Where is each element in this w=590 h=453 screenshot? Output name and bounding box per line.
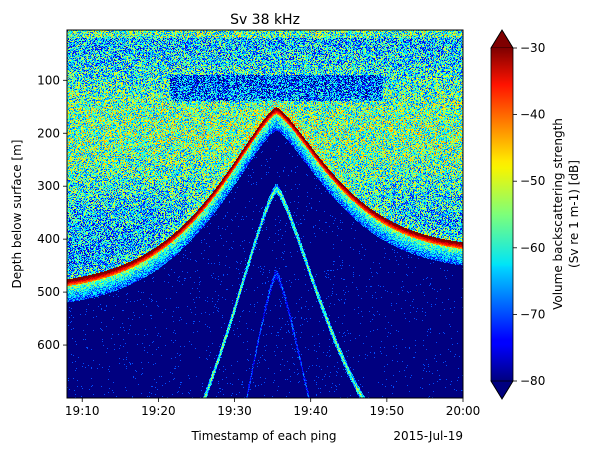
x-tick-label: 19:10	[65, 404, 100, 418]
colorbar-extend-min	[490, 380, 514, 400]
x-axis-label: Timestamp of each ping	[190, 429, 336, 443]
y-tick-label: 600	[37, 338, 60, 352]
echogram-heatmap	[67, 30, 463, 398]
y-tick-label: 200	[37, 126, 60, 140]
colorbar-gradient	[491, 48, 513, 381]
colorbar-label-line1: Volume backscattering strength	[551, 118, 565, 310]
colorbar: −30 −40 −50 −60 −70 −80 Volume backscattering…	[490, 29, 581, 400]
y-axis-label: Depth below surface [m]	[10, 140, 24, 289]
y-tick-label: 500	[37, 285, 60, 299]
colorbar-tick-label: −50	[520, 174, 545, 188]
colorbar-tick-label: −80	[520, 374, 545, 388]
y-tick-label: 100	[37, 73, 60, 87]
x-axis-offset-label: 2015-Jul-19	[393, 429, 463, 443]
y-tick-label: 400	[37, 232, 60, 246]
x-tick-label: 19:30	[217, 404, 252, 418]
colorbar-tick-label: −40	[520, 108, 545, 122]
colorbar-ticks: −30 −40 −50 −60 −70 −80	[513, 41, 545, 388]
y-tick-label: 300	[37, 179, 60, 193]
x-tick-label: 19:20	[141, 404, 176, 418]
x-tick-label: 20:00	[446, 404, 481, 418]
plot-frame	[66, 29, 464, 399]
x-tick-label: 19:40	[293, 404, 328, 418]
colorbar-tick-label: −30	[520, 41, 545, 55]
y-axis-ticks: 100 200 300 400 500 600	[37, 73, 67, 352]
x-axis-ticks: 19:10 19:20 19:30 19:40 19:50 20:00	[65, 398, 480, 418]
colorbar-tick-label: −70	[520, 307, 545, 321]
colorbar-extend-max	[490, 29, 514, 49]
colorbar-tick-label: −60	[520, 241, 545, 255]
colorbar-label-line2: (Sv re 1 m-1) [dB]	[567, 160, 581, 268]
x-tick-label: 19:50	[370, 404, 405, 418]
chart-title: Sv 38 kHz	[230, 12, 300, 28]
